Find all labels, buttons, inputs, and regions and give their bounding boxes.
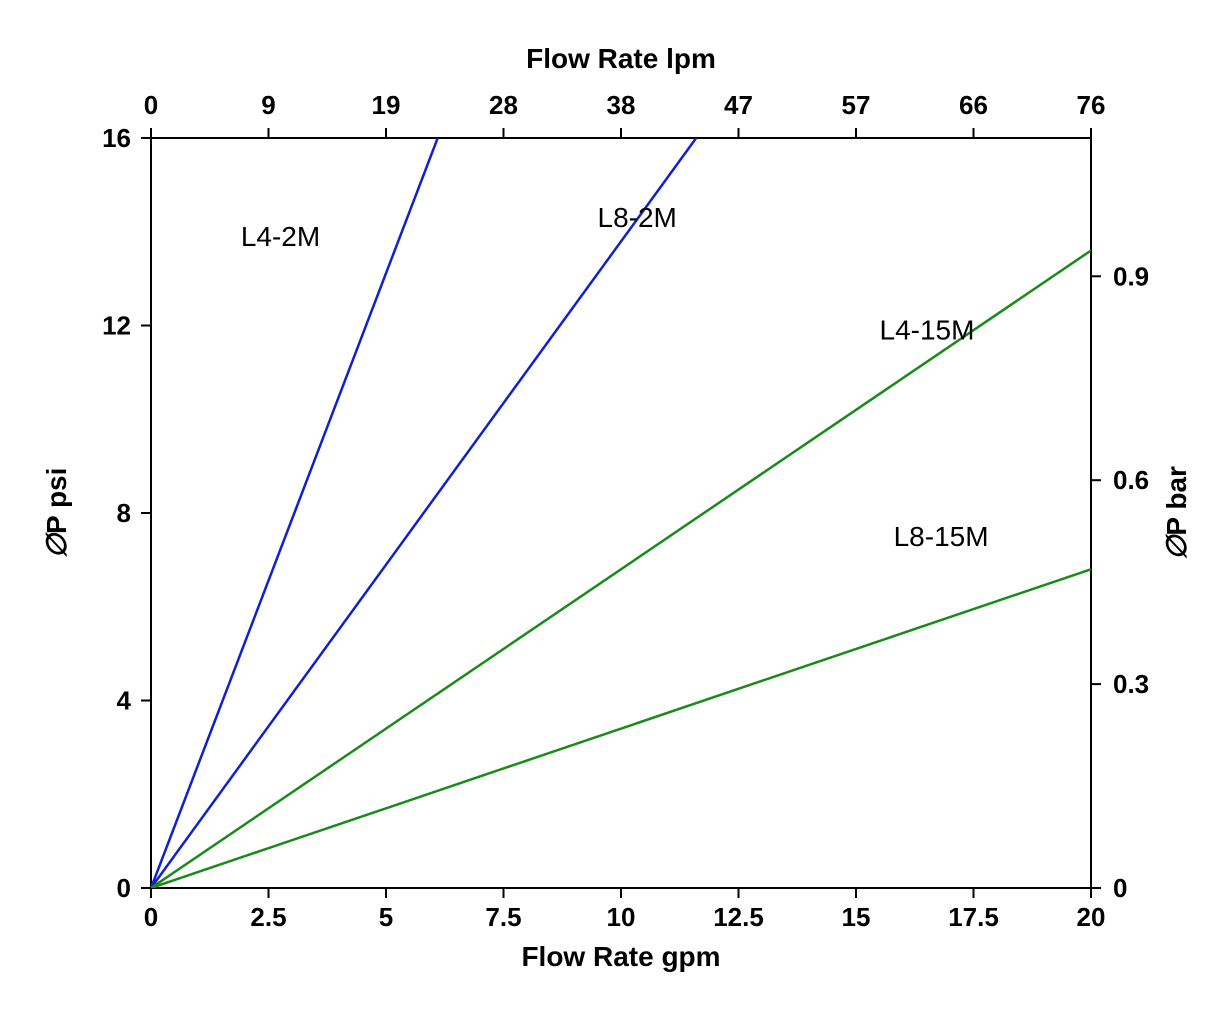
bottom-tick-label: 17.5 (948, 902, 999, 932)
series-L8-15M (151, 569, 1091, 888)
x-axis-bottom-title: Flow Rate gpm (521, 941, 720, 972)
series-label-L8-15M: L8-15M (894, 521, 989, 552)
bottom-tick-label: 0 (144, 902, 158, 932)
left-tick-label: 12 (102, 311, 131, 341)
series-label-L4-2M: L4-2M (241, 221, 320, 252)
bottom-tick-label: 12.5 (713, 902, 764, 932)
series-label-L4-15M: L4-15M (880, 315, 975, 346)
series-L8-2M (151, 138, 696, 888)
top-tick-label: 0 (144, 90, 158, 120)
chart-container: { "chart": { "type": "line", "width": 12… (0, 0, 1214, 1018)
right-tick-label: 0.9 (1113, 261, 1149, 291)
x-axis-top-title: Flow Rate lpm (526, 43, 716, 74)
top-tick-label: 76 (1077, 90, 1106, 120)
top-tick-label: 19 (372, 90, 401, 120)
bottom-tick-label: 20 (1077, 902, 1106, 932)
top-tick-label: 47 (724, 90, 753, 120)
bottom-tick-label: 10 (607, 902, 636, 932)
left-tick-label: 8 (117, 498, 131, 528)
bottom-tick-label: 15 (842, 902, 871, 932)
top-tick-label: 9 (261, 90, 275, 120)
right-tick-label: 0.3 (1113, 669, 1149, 699)
right-tick-label: 0 (1113, 873, 1127, 903)
right-tick-label: 0.6 (1113, 465, 1149, 495)
pressure-flow-chart: 0 2.5 5 7.5 10 12.5 15 17.5 20 Flow Rate gpm 0 9 19 2… (0, 0, 1214, 1018)
left-tick-label: 0 (117, 873, 131, 903)
top-tick-label: 38 (607, 90, 636, 120)
y-axis-left-title: ∅P psi (41, 468, 72, 559)
left-tick-label: 4 (117, 686, 132, 716)
top-tick-label: 28 (489, 90, 518, 120)
top-tick-label: 66 (959, 90, 988, 120)
top-tick-label: 57 (842, 90, 871, 120)
bottom-tick-label: 2.5 (250, 902, 286, 932)
series-label-L8-2M: L8-2M (598, 202, 677, 233)
left-tick-label: 16 (102, 123, 131, 153)
series-L4-15M (151, 251, 1091, 889)
y-axis-right-title: ∅P bar (1161, 466, 1192, 560)
bottom-tick-label: 7.5 (485, 902, 521, 932)
bottom-tick-label: 5 (379, 902, 393, 932)
